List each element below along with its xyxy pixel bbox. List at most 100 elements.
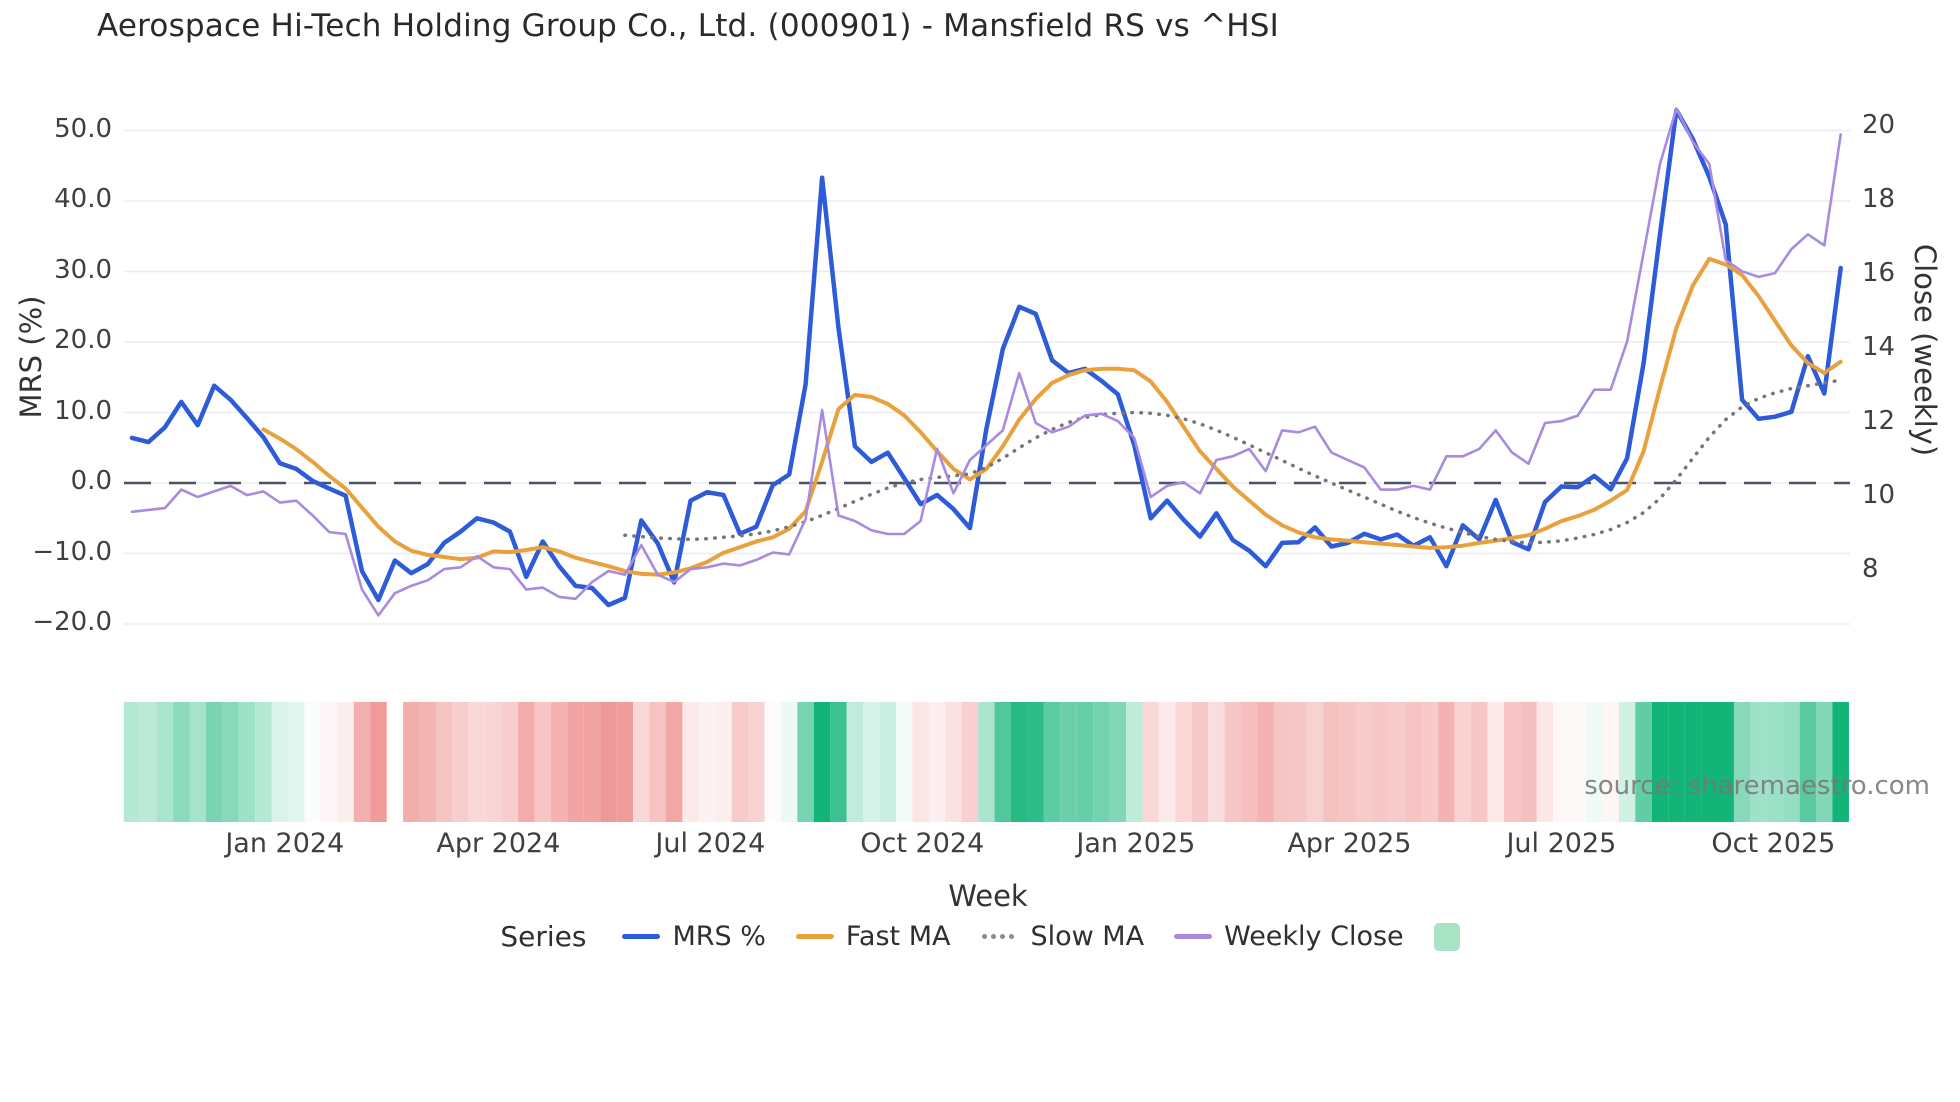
heat-strip-cell (1816, 702, 1833, 822)
y-right-tick-label: 16 (1862, 258, 1896, 288)
x-tick-label: Oct 2024 (860, 828, 985, 859)
legend-item-slow-ma[interactable]: Slow MA (980, 921, 1144, 952)
x-tick-label: Jul 2025 (1506, 828, 1617, 859)
series-line-slow-ma (623, 378, 1843, 545)
heat-strip-cell (403, 702, 420, 822)
heat-strip-cell (1832, 702, 1849, 822)
heat-strip-cell (682, 702, 699, 822)
heat-strip-cell (255, 702, 272, 822)
heat-strip-cell (1520, 702, 1537, 822)
heat-strip-cell (633, 702, 650, 822)
heat-strip-cell (945, 702, 962, 822)
heat-strip-cell (485, 702, 502, 822)
heat-strip-cell (978, 702, 995, 822)
heat-strip-cell (1421, 702, 1439, 822)
series-line-weekly-close (130, 107, 1842, 617)
heat-strip-cell (205, 702, 223, 822)
heat-strip-cell (830, 702, 847, 822)
heat-strip-cell (764, 702, 781, 822)
legend-dotted-swatch (980, 934, 1019, 939)
heat-strip-cell (1191, 702, 1209, 822)
heat-strip-cell (353, 702, 371, 822)
heat-strip-cell (567, 702, 584, 822)
heat-strip-cell (1011, 702, 1028, 822)
heat-strip-cell (1471, 702, 1488, 822)
heat-strip-cell (550, 702, 568, 822)
heat-strip-cell (1306, 702, 1324, 822)
x-tick-label: Apr 2025 (1287, 828, 1412, 859)
heat-strip-cell (994, 702, 1012, 822)
heat-strip-cell (1405, 702, 1422, 822)
heat-strip-cell (698, 702, 716, 822)
heat-strip-cell (1536, 702, 1554, 822)
heat-strip-cell (895, 702, 913, 822)
heat-strip-cell (1487, 702, 1504, 822)
legend-line-swatch (795, 934, 834, 939)
heat-strip-cell (797, 702, 814, 822)
legend-item-label: Weekly Close (1224, 921, 1404, 952)
heat-strip-cell (1273, 702, 1291, 822)
heat-strip-cell (288, 702, 305, 822)
heat-strip-cell (1569, 702, 1587, 822)
heat-strip-cell (501, 702, 519, 822)
source-attribution: source: sharemaestro.com (1584, 771, 1930, 801)
heat-strip-cell (649, 702, 666, 822)
heat-strip-cell (1076, 702, 1094, 822)
heat-strip-cell (271, 702, 289, 822)
heat-strip-cell (715, 702, 732, 822)
heat-strip-cell (928, 702, 946, 822)
legend-item-heat-strip[interactable] (1433, 922, 1460, 951)
y-left-tick-label: 10.0 (54, 395, 112, 426)
x-tick-label: Jan 2024 (225, 828, 345, 859)
heat-strip-cell (320, 702, 338, 822)
legend-square-swatch (1433, 922, 1460, 951)
heat-strip-cell (1323, 702, 1340, 822)
heat-strip-cell (1224, 702, 1242, 822)
heat-strip-cell (1126, 702, 1143, 822)
legend-item-mrs-[interactable]: MRS % (622, 921, 766, 952)
heat-strip-cell (1783, 702, 1800, 822)
heat-strip-cell (879, 702, 897, 822)
heat-strip-cell (173, 702, 190, 822)
heat-strip-cell (1684, 702, 1702, 822)
legend-item-label: Fast MA (845, 921, 951, 952)
x-tick-label: Apr 2024 (436, 828, 561, 859)
heat-strip-cell (337, 702, 354, 822)
legend-line-swatch (622, 934, 661, 939)
legend-line-swatch (1174, 934, 1213, 939)
heat-strip-cell (846, 702, 864, 822)
heat-strip-cell (600, 702, 617, 822)
heat-strip-cell (534, 702, 551, 822)
heat-strip-cell (222, 702, 239, 822)
heat-strip-cell (435, 702, 453, 822)
heat-strip-cell (156, 702, 174, 822)
legend-item-weekly-close[interactable]: Weekly Close (1174, 921, 1404, 952)
heat-strip-cell (1553, 702, 1570, 822)
heat-strip-cell (1799, 702, 1817, 822)
heat-strip-cell (1733, 702, 1751, 822)
heat-strip-cell (1701, 702, 1718, 822)
heat-strip-cell (1717, 702, 1734, 822)
heat-strip-cell (813, 702, 831, 822)
heat-strip-cell (1175, 702, 1192, 822)
heat-strip-cell (1043, 702, 1061, 822)
heat-strip-cell (780, 702, 798, 822)
y-left-tick-label: −10.0 (32, 536, 112, 567)
y-left-tick-label: 30.0 (54, 254, 112, 285)
legend-item-fast-ma[interactable]: Fast MA (795, 921, 951, 952)
heat-strip-cell (1093, 702, 1110, 822)
y-left-tick-label: 0.0 (70, 466, 112, 496)
heat-strip-cell (731, 702, 749, 822)
heat-strip-cell (1158, 702, 1176, 822)
heat-strip-cell (1668, 702, 1685, 822)
heat-strip-cell (1635, 702, 1652, 822)
heat-strip-cell (616, 702, 634, 822)
heat-strip-cell (140, 702, 157, 822)
heat-strip-cell (238, 702, 256, 822)
heat-strip-cell (452, 702, 469, 822)
heat-strip-cell (1766, 702, 1784, 822)
y-right-tick-label: 12 (1862, 406, 1896, 436)
heat-strip-cell (189, 702, 206, 822)
legend-title: Series (500, 920, 587, 953)
